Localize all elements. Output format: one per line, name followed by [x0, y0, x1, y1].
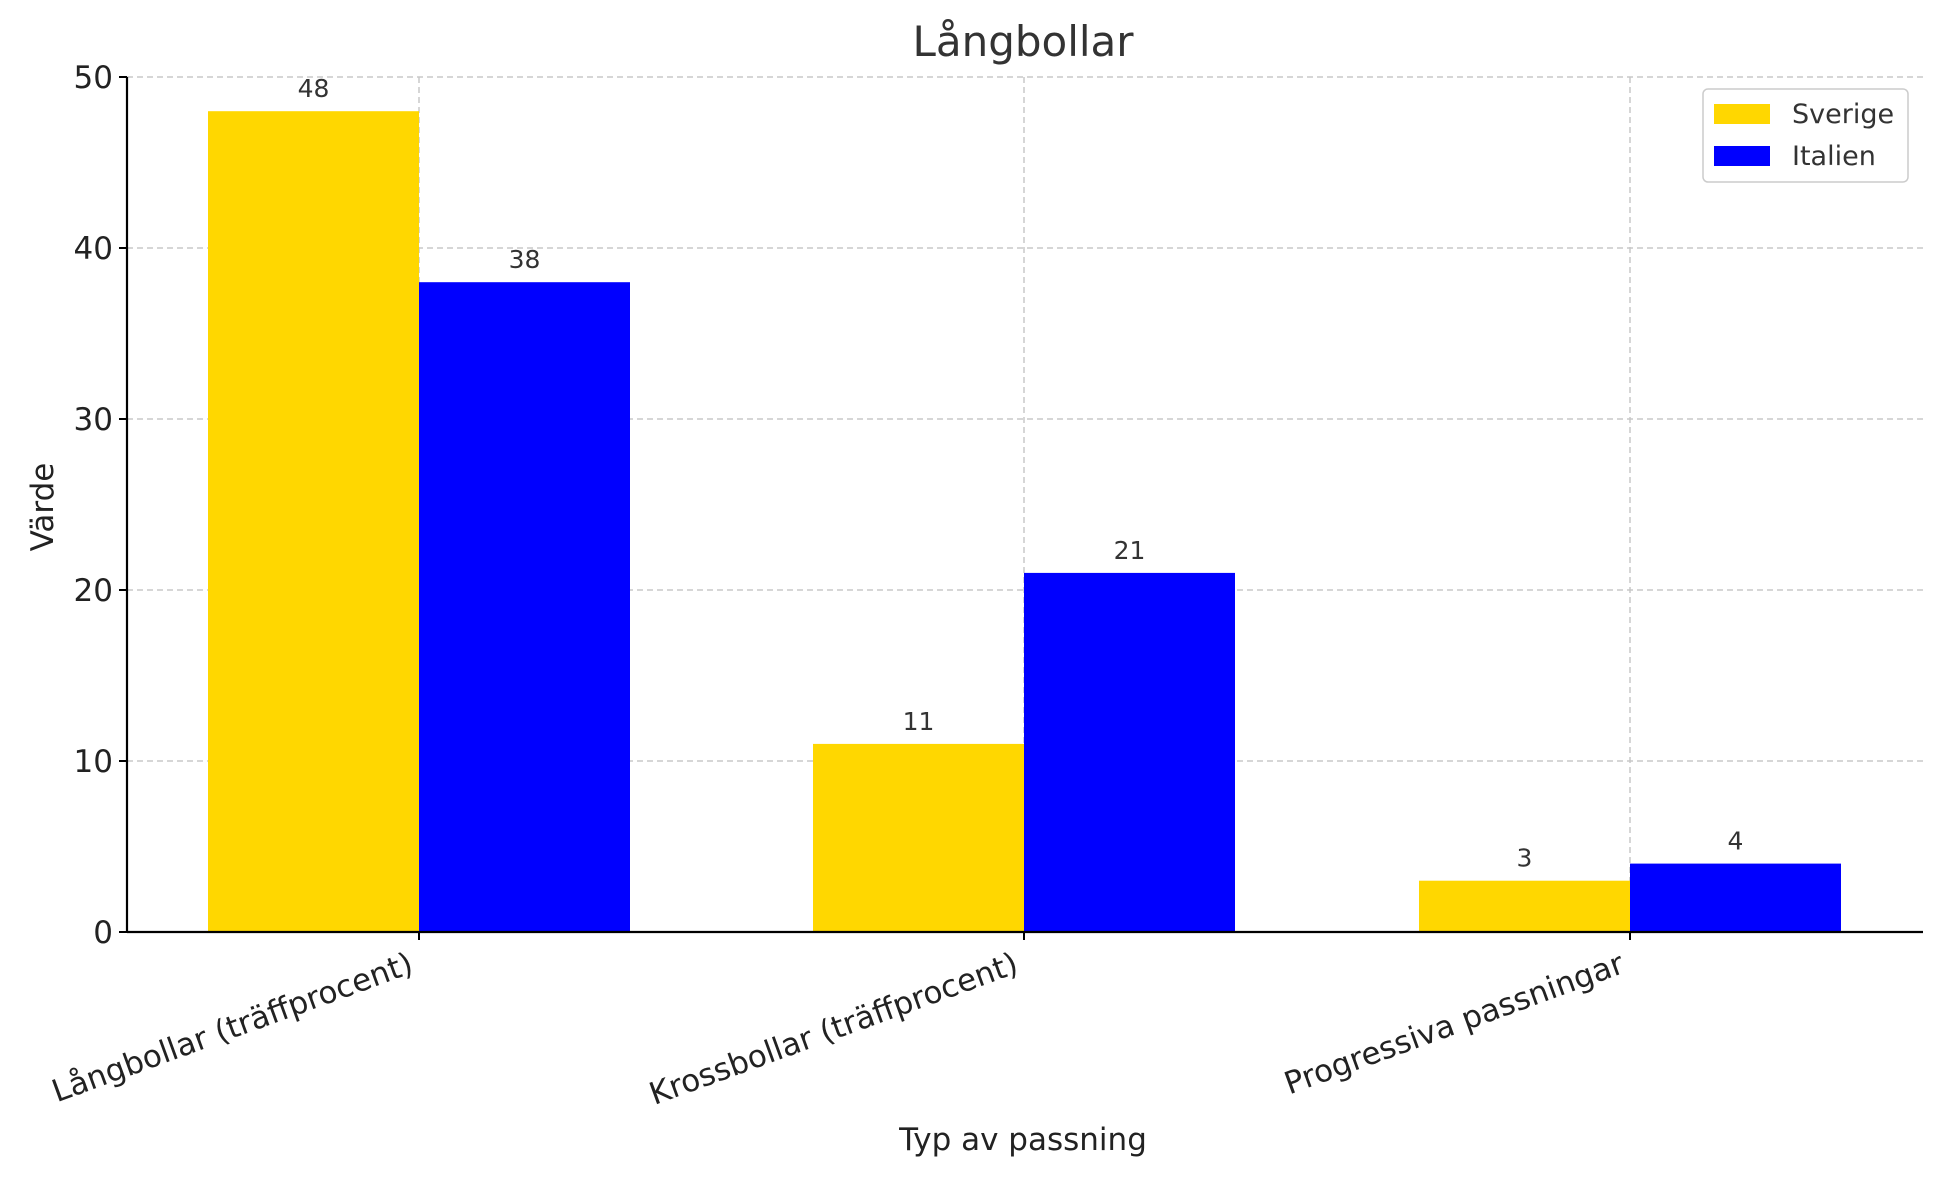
x-tick-label-2: Progressiva passningar	[1280, 946, 1629, 1102]
data-label-sverige-1: 11	[903, 707, 935, 736]
data-label-sverige-2: 3	[1517, 844, 1533, 873]
y-tick-label-50: 50	[74, 60, 113, 96]
data-label-italien-2: 4	[1728, 827, 1744, 856]
chart-title: Långbollar	[912, 17, 1134, 66]
y-tick-label-30: 30	[74, 402, 113, 438]
y-tick-label-10: 10	[74, 744, 113, 780]
y-tick-label-40: 40	[74, 231, 113, 267]
y-axis-label: Värde	[25, 463, 61, 552]
bar-sverige-0	[208, 111, 419, 932]
legend: Sverige Italien	[1702, 88, 1909, 183]
bar-sverige-2	[1419, 880, 1630, 932]
x-tick-label-1: Krossbollar (träffprocent)	[645, 946, 1023, 1113]
bar-italien-0	[419, 282, 630, 932]
legend-label-italien: Italien	[1792, 141, 1876, 172]
bar-italien-1	[1024, 572, 1235, 932]
data-label-sverige-0: 48	[298, 74, 330, 103]
legend-swatch-sverige	[1714, 104, 1770, 124]
axes-layer	[119, 76, 1923, 940]
bar-italien-2	[1630, 863, 1841, 932]
bars-layer	[208, 111, 1841, 932]
y-tick-label-20: 20	[74, 573, 113, 609]
x-axis-label: Typ av passning	[898, 1122, 1147, 1158]
y-tick-label-0: 0	[93, 915, 113, 951]
bar-sverige-1	[813, 743, 1024, 932]
legend-swatch-italien	[1714, 146, 1770, 166]
legend-label-sverige: Sverige	[1792, 99, 1894, 130]
data-label-italien-1: 21	[1114, 536, 1146, 565]
x-tick-label-0: Långbollar (träffprocent)	[47, 946, 417, 1110]
data-label-italien-0: 38	[509, 245, 541, 274]
